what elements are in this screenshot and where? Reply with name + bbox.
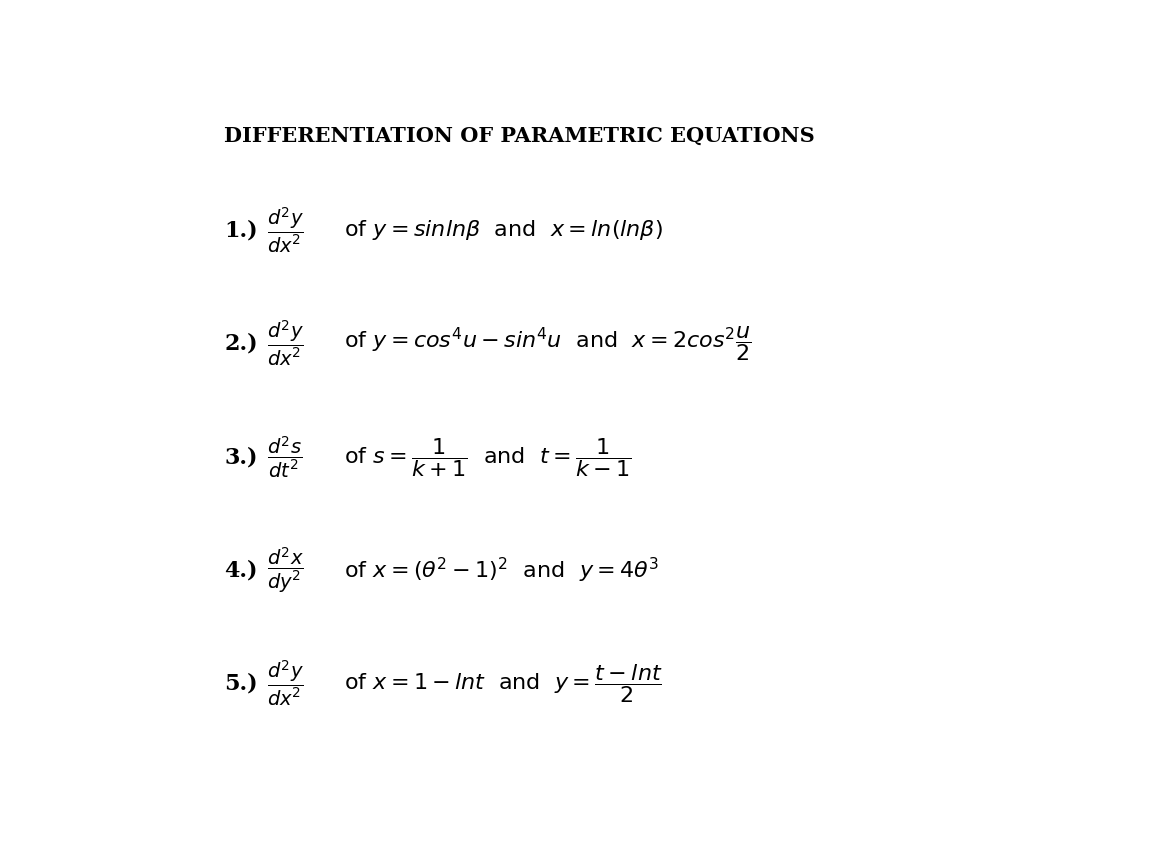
Text: 2.): 2.) (224, 333, 258, 355)
Text: 1.): 1.) (224, 220, 258, 241)
Text: $\mathrm{of}\ x = (\theta^2 - 1)^2\ \ \mathrm{and}\ \ y = 4\theta^3$: $\mathrm{of}\ x = (\theta^2 - 1)^2\ \ \m… (344, 556, 660, 585)
Text: $\mathrm{of}\ y = sinln\beta\ \ \mathrm{and}\ \ x = ln(ln\beta)$: $\mathrm{of}\ y = sinln\beta\ \ \mathrm{… (344, 219, 664, 242)
Text: 4.): 4.) (224, 559, 257, 581)
Text: $\dfrac{d^2s}{dt^2}$: $\dfrac{d^2s}{dt^2}$ (267, 434, 302, 480)
Text: $\dfrac{d^2y}{dx^2}$: $\dfrac{d^2y}{dx^2}$ (267, 319, 304, 368)
Text: $\mathrm{of}\ x = 1 - lnt\ \ \mathrm{and}\ \ y = \dfrac{t-lnt}{2}$: $\mathrm{of}\ x = 1 - lnt\ \ \mathrm{and… (344, 662, 663, 706)
Text: $\dfrac{d^2y}{dx^2}$: $\dfrac{d^2y}{dx^2}$ (267, 206, 304, 255)
Text: $\mathrm{of}\ y = cos^4u - sin^4u\ \ \mathrm{and}\ \ x = 2cos^2\dfrac{u}{2}$: $\mathrm{of}\ y = cos^4u - sin^4u\ \ \ma… (344, 325, 752, 363)
Text: $\mathrm{of}\ s = \dfrac{1}{k+1}\ \ \mathrm{and}\ \ t = \dfrac{1}{k-1}$: $\mathrm{of}\ s = \dfrac{1}{k+1}\ \ \mat… (344, 436, 632, 479)
Text: 3.): 3.) (224, 446, 257, 468)
Text: 5.): 5.) (224, 673, 258, 695)
Text: $\dfrac{d^2x}{dy^2}$: $\dfrac{d^2x}{dy^2}$ (267, 546, 304, 595)
Text: DIFFERENTIATION OF PARAMETRIC EQUATIONS: DIFFERENTIATION OF PARAMETRIC EQUATIONS (224, 126, 815, 146)
Text: $\dfrac{d^2y}{dx^2}$: $\dfrac{d^2y}{dx^2}$ (267, 659, 304, 708)
